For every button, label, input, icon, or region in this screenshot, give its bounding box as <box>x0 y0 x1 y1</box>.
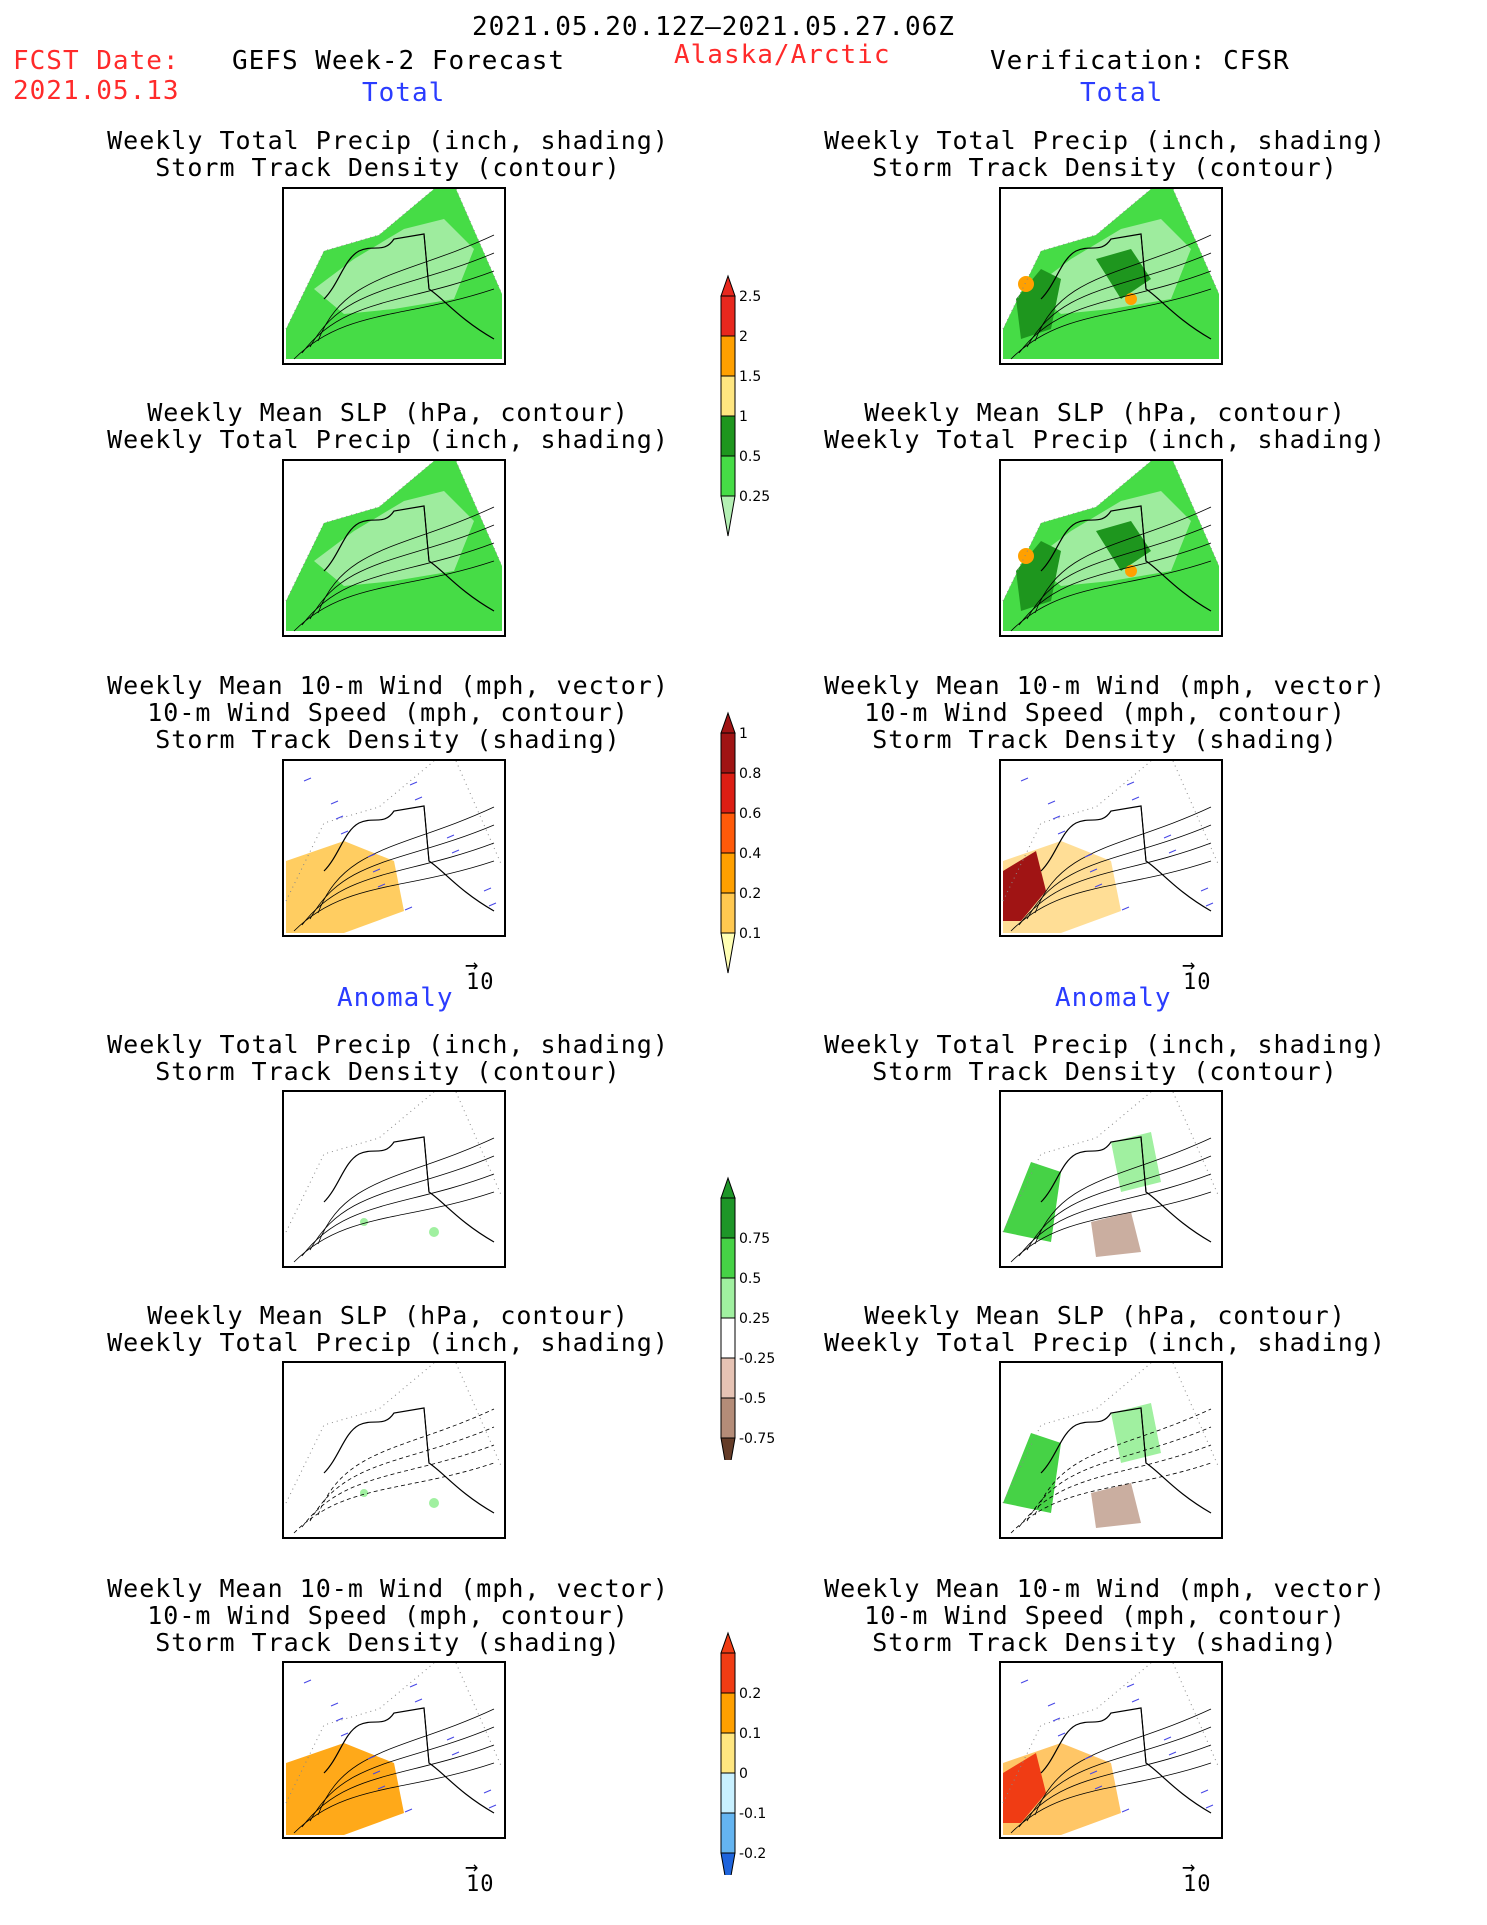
title-r2-line2: Weekly Total Precip (inch, shading) <box>824 425 1386 454</box>
section-anomaly-left: Anomaly <box>337 983 454 1013</box>
map-image <box>285 761 503 933</box>
title-l6-line1: Weekly Mean 10-m Wind (mph, vector) <box>107 1574 669 1603</box>
title-r5-line1: Weekly Mean SLP (hPa, contour) <box>864 1301 1346 1330</box>
map-image <box>285 1363 503 1534</box>
colorbar-tick-label: -0.5 <box>739 1391 766 1407</box>
map-verif-total-precip <box>999 187 1223 365</box>
title-l2-line2: Weekly Total Precip (inch, shading) <box>107 425 669 454</box>
map-image <box>1002 1092 1220 1263</box>
title-l1-line1: Weekly Total Precip (inch, shading) <box>107 126 669 155</box>
map-fcst-total-precip <box>282 187 506 365</box>
colorbar-tick-label: 0.2 <box>739 886 761 902</box>
title-r6-line1: Weekly Mean 10-m Wind (mph, vector) <box>824 1574 1386 1603</box>
title-r2-line1: Weekly Mean SLP (hPa, contour) <box>864 398 1346 427</box>
title-r4-line1: Weekly Total Precip (inch, shading) <box>824 1030 1386 1059</box>
map-fcst-total-slp <box>282 459 506 637</box>
map-image <box>285 189 503 360</box>
colorbar-tick-label: 1 <box>739 726 748 742</box>
map-verif-total-slp <box>999 459 1223 637</box>
map-image <box>1002 461 1220 632</box>
fcst-date-value: 2021.05.13 <box>13 76 180 106</box>
title-r6-line2: 10-m Wind Speed (mph, contour) <box>864 1601 1346 1630</box>
colorbar-tick-label: -0.75 <box>739 1431 775 1447</box>
model-title: GEFS Week-2 Forecast <box>232 46 566 76</box>
title-r3-line3: Storm Track Density (shading) <box>872 725 1338 754</box>
map-image <box>285 1092 503 1263</box>
title-l6-line2: 10-m Wind Speed (mph, contour) <box>147 1601 629 1630</box>
map-verif-anom-slp <box>999 1361 1223 1539</box>
colorbar-tick-label: 0.75 <box>739 1231 770 1247</box>
map-image <box>285 461 503 632</box>
vector-ref-arrow-icon: → <box>465 953 479 978</box>
title-l2-line1: Weekly Mean SLP (hPa, contour) <box>147 398 629 427</box>
section-total-left: Total <box>362 78 446 108</box>
map-image <box>1002 1363 1220 1534</box>
map-fcst-total-wind <box>282 759 506 937</box>
colorbar-tick-label: 0.5 <box>739 449 761 465</box>
map-image <box>1002 189 1220 360</box>
map-fcst-anom-precip <box>282 1090 506 1268</box>
colorbar-tick-label: 0.1 <box>739 1726 761 1742</box>
map-fcst-anom-wind <box>282 1661 506 1839</box>
title-l5-line1: Weekly Mean SLP (hPa, contour) <box>147 1301 629 1330</box>
map-verif-total-wind <box>999 759 1223 937</box>
title-l1-line2: Storm Track Density (contour) <box>155 153 621 182</box>
fcst-date-label: FCST Date: <box>13 46 180 76</box>
colorbar-tick-label: 0.25 <box>739 489 770 505</box>
map-image <box>1002 1663 1220 1835</box>
title-r3-line1: Weekly Mean 10-m Wind (mph, vector) <box>824 671 1386 700</box>
map-verif-anom-wind <box>999 1661 1223 1839</box>
map-image <box>1002 761 1220 933</box>
vector-ref-label: 10 <box>466 970 495 995</box>
map-verif-anom-precip <box>999 1090 1223 1268</box>
title-l6-line3: Storm Track Density (shading) <box>155 1628 621 1657</box>
title-l4-line2: Storm Track Density (contour) <box>155 1057 621 1086</box>
title-l3-line2: 10-m Wind Speed (mph, contour) <box>147 698 629 727</box>
date-range: 2021.05.20.12Z–2021.05.27.06Z <box>472 12 955 42</box>
verification-title: Verification: CFSR <box>990 46 1290 76</box>
colorbar-precip-total: 2.5 2 1.5 1 0.5 0.25 <box>720 274 770 537</box>
colorbar-tick-label: 1 <box>739 409 748 425</box>
section-total-right: Total <box>1080 78 1164 108</box>
map-fcst-anom-slp <box>282 1361 506 1539</box>
region-title: Alaska/Arctic <box>674 40 891 70</box>
section-anomaly-right: Anomaly <box>1055 983 1172 1013</box>
colorbar-tick-label: 2.5 <box>739 289 761 305</box>
colorbar-tick-label: -0.1 <box>739 1806 766 1822</box>
colorbar-tick-label: -0.25 <box>739 1351 775 1367</box>
title-l5-line2: Weekly Total Precip (inch, shading) <box>107 1328 669 1357</box>
title-r3-line2: 10-m Wind Speed (mph, contour) <box>864 698 1346 727</box>
colorbar-tick-label: 0.4 <box>739 846 761 862</box>
vector-ref-label: 10 <box>466 1872 495 1897</box>
colorbar-tick-label: 1.5 <box>739 369 761 385</box>
vector-ref-label: 10 <box>1183 1872 1212 1897</box>
colorbar-tick-label: 0.25 <box>739 1311 770 1327</box>
colorbar-tick-label: 0.1 <box>739 926 761 942</box>
vector-ref-arrow-icon: → <box>1182 1855 1196 1880</box>
vector-ref-arrow-icon: → <box>1182 953 1196 978</box>
vector-ref-label: 10 <box>1183 970 1212 995</box>
map-image <box>285 1663 503 1835</box>
colorbar-tick-label: 0.2 <box>739 1686 761 1702</box>
colorbar-tick-label: -0.2 <box>739 1846 766 1862</box>
title-l4-line1: Weekly Total Precip (inch, shading) <box>107 1030 669 1059</box>
title-r4-line2: Storm Track Density (contour) <box>872 1057 1338 1086</box>
colorbar-storm-anom: 0.2 0.1 0 -0.1 -0.2 <box>720 1631 766 1875</box>
colorbar-tick-label: 0 <box>739 1766 748 1782</box>
vector-ref-arrow-icon: → <box>465 1855 479 1880</box>
title-r1-line2: Storm Track Density (contour) <box>872 153 1338 182</box>
title-l3-line1: Weekly Mean 10-m Wind (mph, vector) <box>107 671 669 700</box>
title-r1-line1: Weekly Total Precip (inch, shading) <box>824 126 1386 155</box>
colorbar-tick-label: 2 <box>739 329 748 345</box>
colorbar-storm-total: 1 0.8 0.6 0.4 0.2 0.1 <box>720 711 761 974</box>
colorbar-tick-label: 0.8 <box>739 766 761 782</box>
colorbar-tick-label: 0.5 <box>739 1271 761 1287</box>
title-r6-line3: Storm Track Density (shading) <box>872 1628 1338 1657</box>
colorbar-precip-anom: 0.75 0.5 0.25 -0.25 -0.5 -0.75 <box>720 1176 775 1460</box>
colorbar-tick-label: 0.6 <box>739 806 761 822</box>
title-l3-line3: Storm Track Density (shading) <box>155 725 621 754</box>
title-r5-line2: Weekly Total Precip (inch, shading) <box>824 1328 1386 1357</box>
